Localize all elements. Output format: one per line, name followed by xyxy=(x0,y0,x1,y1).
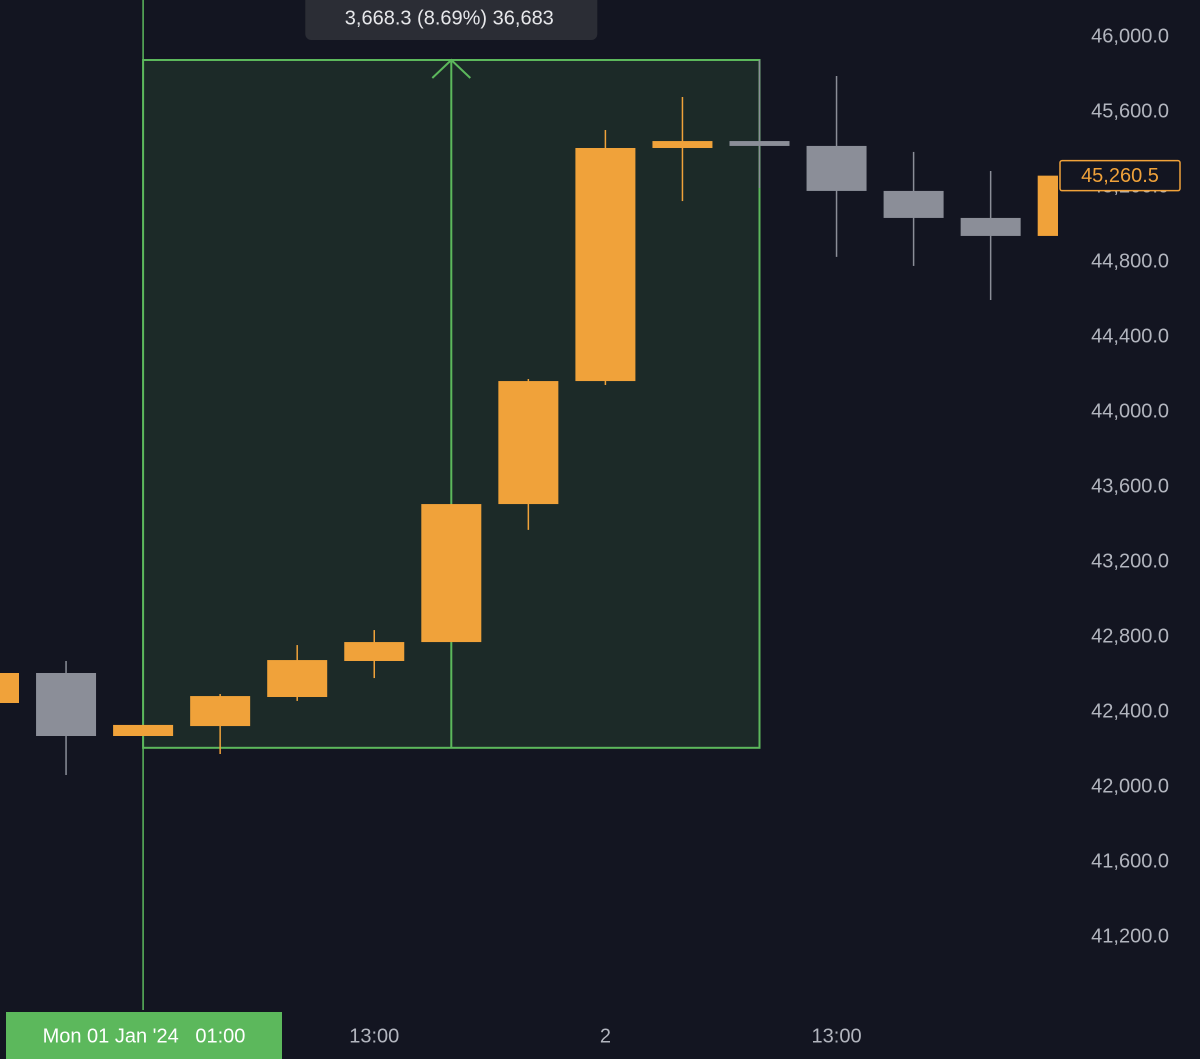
y-tick-label: 44,400.0 xyxy=(1091,325,1169,347)
y-tick-label: 41,200.0 xyxy=(1091,925,1169,947)
candle-body xyxy=(421,504,482,643)
candle-body xyxy=(344,642,405,661)
x-tick-label: 13:00 xyxy=(349,1025,399,1047)
candle-body xyxy=(960,217,1021,236)
candle-body xyxy=(267,660,328,697)
x-tick-label: 13:00 xyxy=(812,1025,862,1047)
y-tick-label: 44,800.0 xyxy=(1091,250,1169,272)
measure-label: 3,668.3 (8.69%) 36,683 xyxy=(345,7,554,29)
y-tick-label: 46,000.0 xyxy=(1091,25,1169,47)
crosshair-label: Mon 01 Jan '24 01:00 xyxy=(43,1025,246,1047)
y-tick-label: 45,600.0 xyxy=(1091,100,1169,122)
candle-body xyxy=(113,724,174,736)
candle-body xyxy=(806,145,867,191)
last-price-label: 45,260.5 xyxy=(1081,165,1159,187)
y-tick-label: 44,000.0 xyxy=(1091,400,1169,422)
candle-body xyxy=(190,696,251,727)
y-tick-label: 41,600.0 xyxy=(1091,850,1169,872)
candle-body xyxy=(1037,175,1058,236)
plot-area xyxy=(0,0,1058,1010)
measure-label-box xyxy=(305,0,598,40)
y-tick-label: 43,600.0 xyxy=(1091,475,1169,497)
candle-body xyxy=(652,141,713,148)
candle-body xyxy=(575,147,636,382)
y-tick-label: 42,000.0 xyxy=(1091,775,1169,797)
y-tick-label: 43,200.0 xyxy=(1091,550,1169,572)
axes: 46,000.045,600.045,200.044,800.044,400.0… xyxy=(6,0,1181,1059)
candle-body xyxy=(883,190,944,218)
last-price-box xyxy=(1059,159,1181,192)
candle-body xyxy=(36,672,97,736)
candle-body xyxy=(0,672,19,703)
candle-body xyxy=(498,381,559,505)
crosshair-label-box xyxy=(6,1012,282,1059)
y-tick-label: 42,800.0 xyxy=(1091,625,1169,647)
measure-arrowhead xyxy=(431,58,471,79)
y-tick-label: 42,400.0 xyxy=(1091,700,1169,722)
x-tick-label: 2 xyxy=(600,1025,611,1047)
candle-body xyxy=(729,141,790,146)
